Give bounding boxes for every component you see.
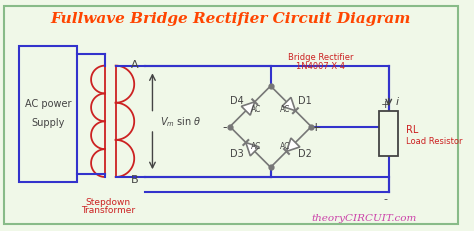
- Text: Stepdown: Stepdown: [85, 197, 130, 206]
- Text: theoryCIRCUIT.com: theoryCIRCUIT.com: [312, 213, 417, 222]
- Text: Transformer: Transformer: [81, 206, 135, 214]
- Text: +: +: [311, 121, 321, 134]
- Text: AC power: AC power: [25, 99, 71, 109]
- FancyBboxPatch shape: [4, 6, 457, 225]
- Text: AC: AC: [251, 141, 261, 150]
- Text: AC: AC: [280, 104, 290, 113]
- Text: AC: AC: [251, 104, 261, 113]
- Bar: [379, 112, 399, 156]
- Text: $V_m$ sin $\theta$: $V_m$ sin $\theta$: [160, 115, 202, 129]
- Text: i: i: [395, 97, 399, 107]
- Text: D4: D4: [229, 96, 243, 106]
- Text: Fullwave Bridge Rectifier Circuit Diagram: Fullwave Bridge Rectifier Circuit Diagra…: [51, 12, 411, 26]
- Text: -: -: [223, 121, 228, 134]
- Text: A: A: [131, 59, 139, 69]
- Text: D1: D1: [298, 96, 312, 106]
- Polygon shape: [286, 138, 300, 152]
- Text: AC: AC: [280, 141, 290, 150]
- Text: -: -: [384, 193, 388, 204]
- Text: D3: D3: [229, 148, 243, 158]
- Text: Supply: Supply: [31, 118, 64, 128]
- Text: B: B: [131, 174, 139, 184]
- Text: +: +: [381, 100, 391, 110]
- Text: 1N4007 X 4: 1N4007 X 4: [296, 62, 346, 71]
- Text: RL: RL: [406, 124, 419, 134]
- Text: D2: D2: [298, 148, 312, 158]
- Polygon shape: [246, 143, 259, 156]
- Bar: [19, 47, 77, 182]
- Polygon shape: [282, 98, 295, 111]
- Text: Bridge Rectifier: Bridge Rectifier: [288, 53, 354, 62]
- Text: Load Resistor: Load Resistor: [406, 136, 463, 145]
- Polygon shape: [241, 102, 255, 116]
